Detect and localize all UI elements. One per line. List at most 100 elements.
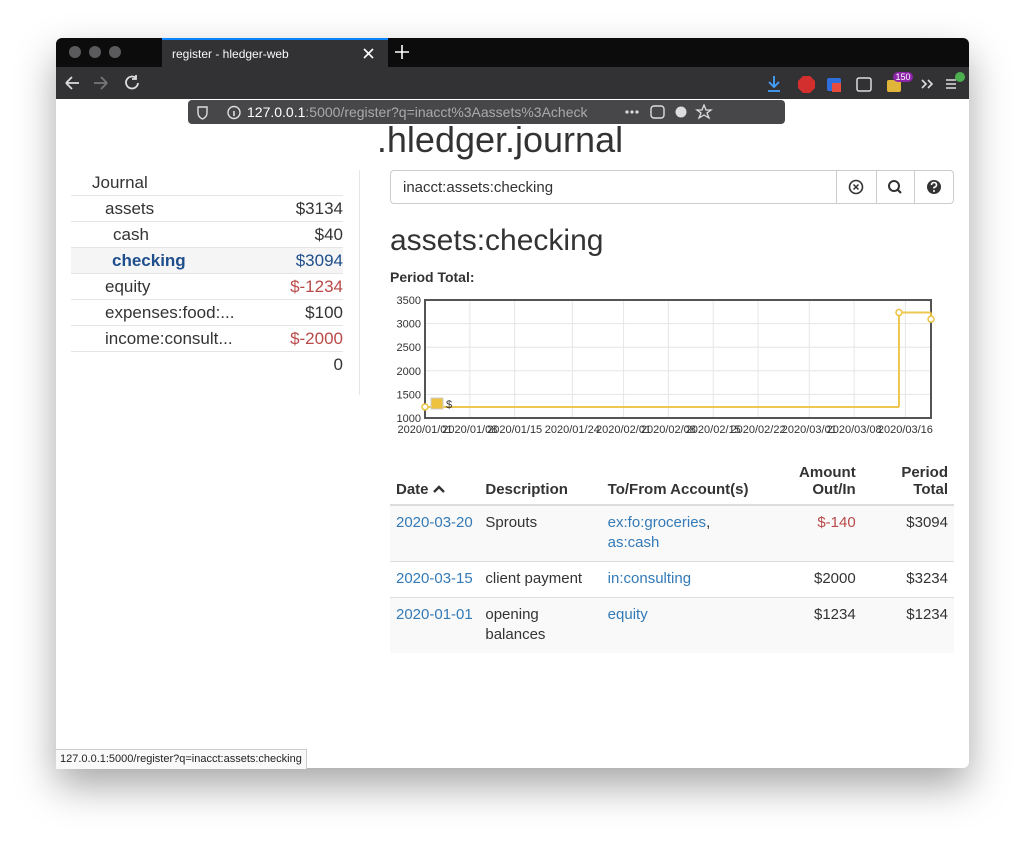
- minimize-button[interactable]: [89, 46, 101, 58]
- x-tick-label: 2020/02/22: [731, 424, 786, 436]
- page-title: .hledger.journal: [0, 119, 1000, 161]
- x-tick-label: 2020/03/16: [878, 424, 933, 436]
- y-tick-label: 2000: [397, 366, 421, 378]
- description-cell: opening balances: [479, 598, 601, 654]
- amount-cell: $1234: [770, 598, 862, 654]
- date-link[interactable]: 2020-03-15: [396, 570, 473, 587]
- y-tick-label: 2500: [397, 342, 421, 354]
- total-cell: $1234: [862, 598, 954, 654]
- accounts-cell: in:consulting: [602, 562, 770, 598]
- legend-swatch: [431, 398, 443, 409]
- account-row[interactable]: equity $-1234: [71, 273, 343, 299]
- tab-close[interactable]: [363, 48, 374, 59]
- new-tab[interactable]: [395, 45, 409, 59]
- register-row: 2020-03-20 Sprouts ex:fo:groceries as:cash $…: [390, 505, 954, 562]
- date-cell: 2020-03-20: [390, 505, 479, 562]
- close-button[interactable]: [69, 46, 81, 58]
- data-point: [422, 404, 428, 410]
- account-amount: $-1234: [290, 277, 343, 297]
- account-amount: $3094: [296, 251, 343, 271]
- total-amount: 0: [334, 355, 343, 375]
- account-amount: $3134: [296, 199, 343, 219]
- x-tick-label: 2020/01/24: [545, 424, 600, 436]
- description-cell: Sprouts: [479, 505, 601, 562]
- url-path: :5000/register?q=inacct%3Aassets%3Acheck: [305, 104, 587, 120]
- account-name: assets: [105, 199, 154, 219]
- account-amount: $40: [315, 225, 343, 245]
- extension-icons[interactable]: 150: [766, 72, 966, 96]
- amount-cell: $-140: [770, 505, 862, 562]
- account-name: cash: [113, 225, 149, 245]
- title-bar: register - hledger-web: [56, 38, 969, 67]
- header-text: To/From Account(s): [608, 481, 749, 498]
- account-link[interactable]: equity: [608, 606, 648, 623]
- y-tick-label: 3500: [397, 295, 421, 307]
- header-text: Description: [485, 481, 568, 498]
- date-cell: 2020-01-01: [390, 598, 479, 654]
- status-bar: 127.0.0.1:5000/register?q=inacct:assets:…: [56, 749, 307, 769]
- account-name: checking: [112, 251, 186, 271]
- register-table: Date Description To/From Account(s) Amount …: [390, 458, 954, 653]
- x-tick-label: 2020/01/15: [487, 424, 542, 436]
- url-icons: [196, 105, 242, 120]
- account-row[interactable]: checking $3094: [71, 247, 343, 273]
- column-header: To/From Account(s): [602, 458, 770, 505]
- journal-link[interactable]: Journal: [92, 173, 148, 193]
- header-text: Amount Out/In: [794, 464, 856, 498]
- date-cell: 2020-03-15: [390, 562, 479, 598]
- account-name: equity: [105, 277, 150, 297]
- account-row[interactable]: assets $3134: [71, 195, 343, 221]
- header-text: Period Total: [901, 464, 948, 498]
- total-cell: $3234: [862, 562, 954, 598]
- data-point: [896, 310, 902, 316]
- total-cell: $3094: [862, 505, 954, 562]
- data-point: [928, 316, 934, 322]
- zoom-button[interactable]: [109, 46, 121, 58]
- header-text: Date: [396, 481, 429, 498]
- page-actions[interactable]: [624, 104, 714, 120]
- description-cell: client payment: [479, 562, 601, 598]
- register-row: 2020-01-01 opening balances equity $1234$12…: [390, 598, 954, 654]
- account-name: expenses:food:...: [105, 303, 234, 323]
- url-host: 127.0.0.1: [247, 104, 305, 120]
- x-tick-label: 2020/03/08: [827, 424, 882, 436]
- search-buttons[interactable]: [836, 171, 953, 203]
- legend-label: $: [446, 399, 452, 411]
- nav-buttons[interactable]: [64, 74, 174, 92]
- account-row[interactable]: expenses:food:... $100: [71, 299, 343, 325]
- y-tick-label: 3000: [397, 319, 421, 331]
- chart-label: Period Total:: [390, 269, 475, 285]
- account-heading: assets:checking: [390, 224, 603, 258]
- column-header: Description: [479, 458, 601, 505]
- accounts-cell: equity: [602, 598, 770, 654]
- search-box[interactable]: inacct:assets:checking: [390, 170, 954, 204]
- total-row: 0: [71, 351, 343, 377]
- account-link[interactable]: as:cash: [608, 534, 660, 551]
- column-header: Period Total: [862, 458, 954, 505]
- account-amount: $100: [305, 303, 343, 323]
- tab[interactable]: register - hledger-web: [162, 38, 388, 67]
- y-tick-label: 1500: [397, 389, 421, 401]
- account-link[interactable]: ex:fo:groceries: [608, 514, 711, 531]
- toolbar: 127.0.0.1:5000/register?q=inacct%3Aasset…: [56, 67, 969, 99]
- tab-title: register - hledger-web: [172, 47, 289, 61]
- column-header: Amount Out/In: [770, 458, 862, 505]
- amount-cell: $2000: [770, 562, 862, 598]
- date-link[interactable]: 2020-03-20: [396, 514, 473, 531]
- sort-caret: [432, 484, 446, 494]
- column-header[interactable]: Date: [390, 458, 479, 505]
- badge: 150: [895, 72, 910, 82]
- account-row[interactable]: income:consult... $-2000: [71, 325, 343, 351]
- accounts-cell: ex:fo:groceries as:cash: [602, 505, 770, 562]
- account-amount: $-2000: [290, 329, 343, 349]
- register-row: 2020-03-15 client payment in:consulting $20…: [390, 562, 954, 598]
- divider: [359, 170, 360, 395]
- date-link[interactable]: 2020-01-01: [396, 606, 473, 623]
- plot-frame: [425, 300, 931, 418]
- account-row[interactable]: cash $40: [71, 221, 343, 247]
- account-name: income:consult...: [105, 329, 233, 349]
- account-link[interactable]: in:consulting: [608, 570, 691, 587]
- chart: 1000150020002500300035002020/01/012020/0…: [390, 292, 955, 440]
- search-input[interactable]: inacct:assets:checking: [403, 179, 553, 196]
